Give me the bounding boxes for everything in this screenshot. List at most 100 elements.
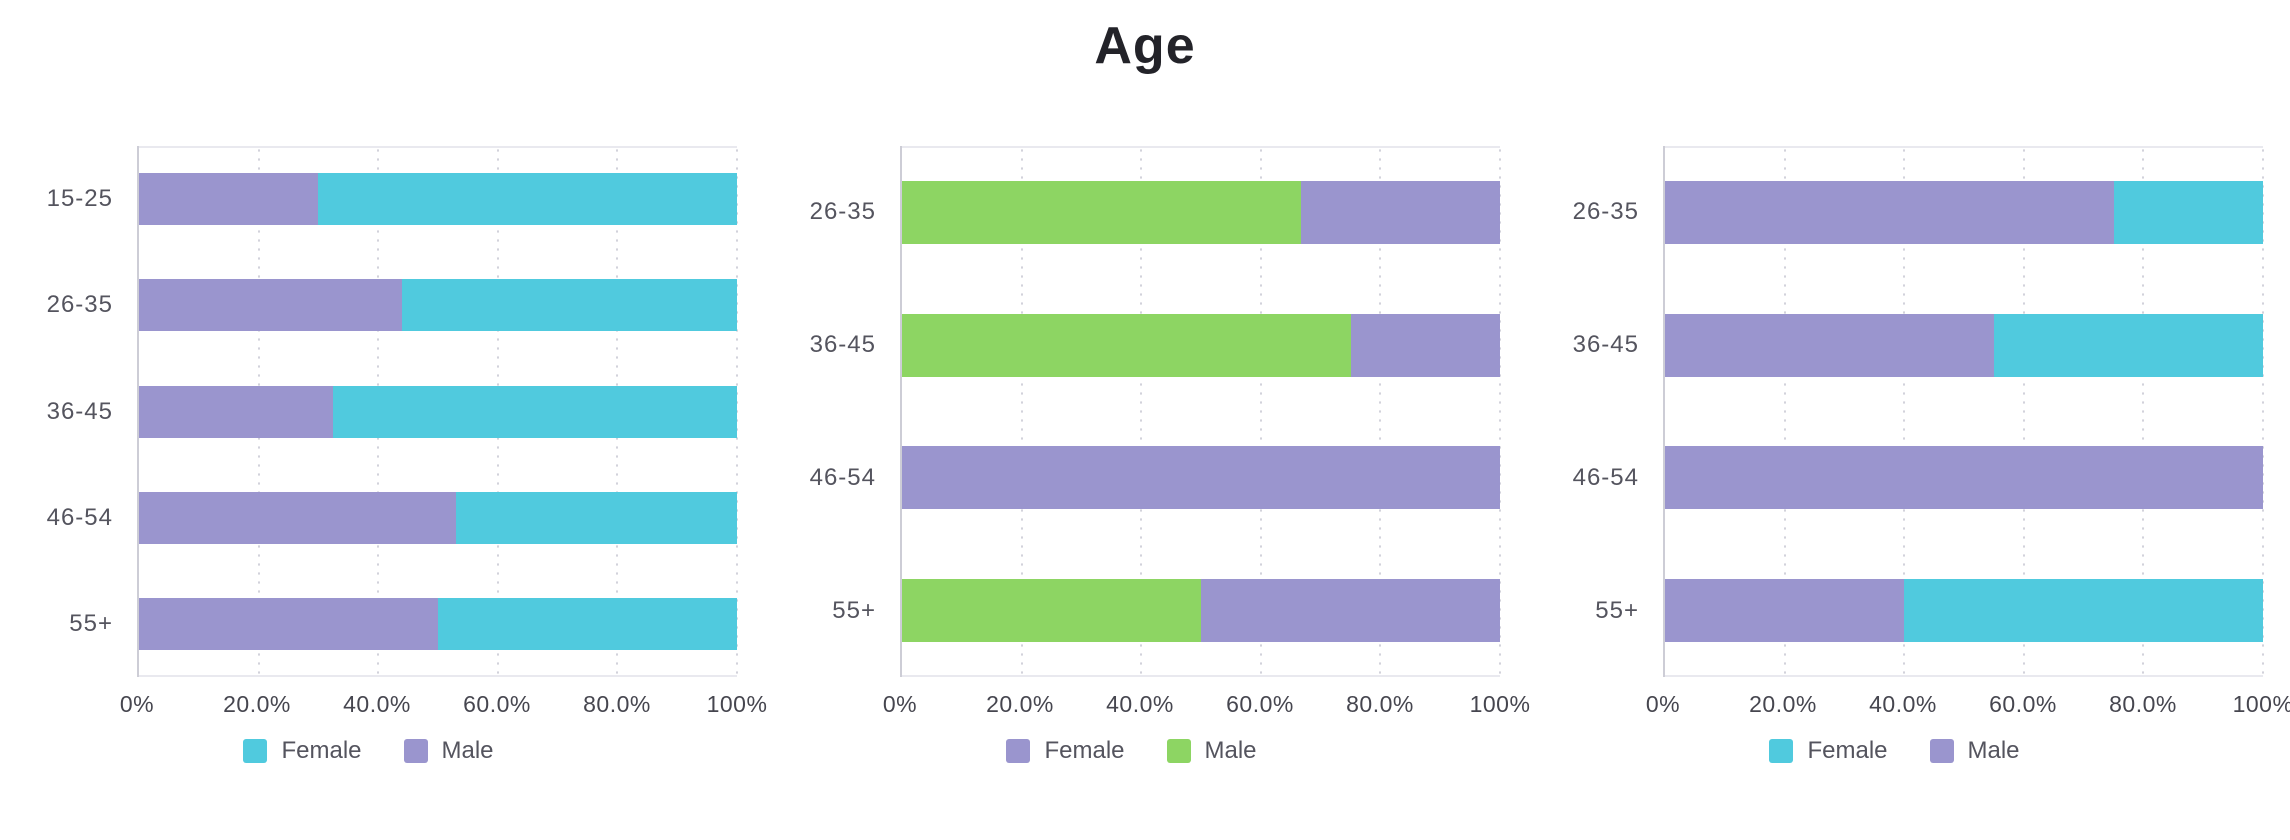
x-axis-tick-label: 20.0% [223, 691, 291, 717]
bar-segment-female [1201, 579, 1500, 643]
x-axis-tick-label: 0% [1645, 691, 1681, 717]
y-axis-label: 36-45 [809, 331, 876, 359]
legend-item-male: Male [1929, 737, 2020, 765]
x-axis-tick-label: 40.0% [1869, 691, 1937, 717]
bar-row: 36-45 [47, 358, 737, 464]
gridline-80 [1379, 146, 1382, 677]
x-axis-tick-label: 80.0% [583, 691, 651, 717]
bar-row: 36-45 [810, 279, 1500, 412]
legend-swatch-male [1929, 739, 1954, 763]
legend-label: Male [441, 737, 494, 764]
x-axis-tick-label: 60.0% [1989, 691, 2057, 717]
gridline-100 [1499, 146, 1501, 677]
stacked-bar [1665, 313, 2263, 377]
legend-item-male: Male [403, 737, 494, 765]
bar-row: 55+ [832, 544, 1500, 677]
stacked-bar [1665, 446, 2263, 510]
y-axis-label: 36-45 [46, 397, 113, 425]
gridline-40 [1903, 146, 1906, 677]
bar-segment-female [402, 279, 737, 332]
legend-item-female: Female [1006, 737, 1125, 765]
bar-row: 46-54 [810, 412, 1500, 545]
bar-segment-male [139, 491, 456, 544]
gridline-60 [2022, 146, 2025, 677]
bar-segment-male [1665, 313, 1994, 377]
chart-column-2: 26-35 36-45 46-54 55+ 0% 20.0% 40.0% 60.0% 80.0%… [763, 146, 1530, 765]
x-axis: 0% 20.0% 40.0% 60.0% 80.0% 100% [883, 677, 1530, 723]
stacked-bar [902, 180, 1500, 244]
gridline-40 [1140, 146, 1143, 677]
bar-rows: 26-35 36-45 46-54 55+ [1573, 146, 2263, 677]
y-axis-label: 55+ [69, 609, 113, 637]
stacked-bar [902, 313, 1500, 377]
stacked-bar [139, 173, 737, 226]
legend-swatch-female [1006, 739, 1031, 763]
bar-segment-male [902, 579, 1201, 643]
bar-segment-male [1665, 579, 1905, 643]
y-axis-label: 46-54 [46, 503, 113, 531]
x-axis-tick-label: 80.0% [1346, 691, 1414, 717]
y-axis-label: 26-35 [1572, 198, 1639, 226]
bar-row: 46-54 [1573, 412, 2263, 545]
stacked-bar [902, 579, 1500, 643]
plot-area: 26-35 36-45 46-54 55+ [1573, 146, 2264, 677]
bar-segment-male [902, 313, 1351, 377]
legend-item-female: Female [1769, 737, 1888, 765]
bar-segment-male [139, 385, 334, 438]
legend-label: Male [1967, 737, 2020, 764]
x-axis-tick-label: 0% [119, 691, 155, 717]
gridline-100 [736, 146, 738, 677]
y-axis-label: 15-25 [46, 185, 113, 213]
bar-row: 46-54 [47, 465, 737, 571]
bar-segment-female [2113, 180, 2263, 244]
stacked-bar [902, 446, 1500, 510]
stacked-bar [1665, 579, 2263, 643]
x-axis: 0% 20.0% 40.0% 60.0% 80.0% 100% [120, 677, 767, 723]
y-axis-label: 36-45 [1572, 331, 1639, 359]
gridline-100 [2262, 146, 2264, 677]
bar-row: 26-35 [47, 252, 737, 358]
charts-row: 15-25 26-35 36-45 46-54 55+ 0% 20.0% 40.0% 60.0%… [0, 146, 2290, 765]
legend: Female Male [763, 737, 1500, 765]
plot-area: 15-25 26-35 36-45 46-54 55+ [47, 146, 738, 677]
chart-column-3: 26-35 36-45 46-54 55+ 0% 20.0% 40.0% 60.0% 80.0%… [1526, 146, 2290, 765]
y-axis-label: 26-35 [809, 198, 876, 226]
legend: Female Male [0, 737, 737, 765]
gridline-20 [1020, 146, 1023, 677]
gridline-80 [2142, 146, 2145, 677]
bar-segment-female [1904, 579, 2263, 643]
legend-swatch-female [1769, 739, 1794, 763]
stacked-bar [139, 385, 737, 438]
bar-segment-female [318, 173, 737, 226]
y-axis-label: 55+ [1595, 596, 1639, 624]
x-axis-tick-label: 40.0% [1106, 691, 1174, 717]
bar-row: 15-25 [47, 146, 737, 252]
y-axis-label: 46-54 [809, 463, 876, 491]
legend-label: Female [281, 737, 362, 764]
x-axis-tick-label: 40.0% [343, 691, 411, 717]
legend-item-male: Male [1166, 737, 1257, 765]
stacked-bar [139, 279, 737, 332]
y-axis-label: 26-35 [46, 291, 113, 319]
bar-row: 55+ [69, 571, 737, 677]
x-axis: 0% 20.0% 40.0% 60.0% 80.0% 100% [1646, 677, 2290, 723]
bar-row: 26-35 [810, 146, 1500, 279]
bar-segment-female [1993, 313, 2263, 377]
plot-area: 26-35 36-45 46-54 55+ [810, 146, 1501, 677]
bar-segment-male [139, 597, 438, 650]
x-axis-tick-label: 0% [882, 691, 918, 717]
x-axis-tick-label: 100% [2232, 691, 2290, 717]
bar-rows: 26-35 36-45 46-54 55+ [810, 146, 1500, 677]
x-axis-tick-label: 80.0% [2109, 691, 2177, 717]
stacked-bar [139, 597, 737, 650]
bar-segment-female [333, 385, 737, 438]
legend-label: Male [1204, 737, 1257, 764]
x-axis-tick-label: 20.0% [1749, 691, 1817, 717]
bar-row: 26-35 [1573, 146, 2263, 279]
legend: Female Male [1526, 737, 2263, 765]
gridline-60 [1259, 146, 1262, 677]
chart-column-1: 15-25 26-35 36-45 46-54 55+ 0% 20.0% 40.0% 60.0%… [0, 146, 767, 765]
page-title: Age [1094, 17, 1196, 75]
bar-segment-male [139, 279, 403, 332]
